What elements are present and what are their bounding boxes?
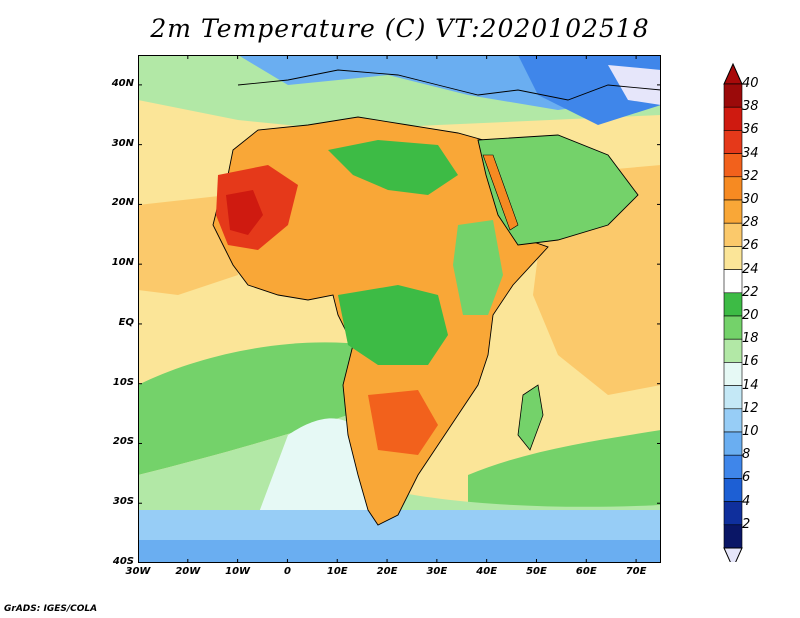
colorbar-swatch [723, 130, 743, 154]
colorbar-swatch [723, 338, 743, 363]
colorbar-swatch [723, 176, 743, 201]
colorbar-tick-label: 18 [742, 331, 759, 347]
colorbar-tick-label: 12 [742, 400, 759, 416]
sahara-very-hot [226, 190, 263, 235]
lat-tick-label: 30N [111, 137, 134, 149]
lat-tick-label: 40N [111, 77, 134, 89]
lon-tick-label: 70E [625, 566, 647, 577]
arabian-peninsula [477, 134, 639, 246]
colorbar-tick-label: 36 [742, 122, 759, 138]
colorbar-swatch [723, 478, 743, 502]
south-indian-green [468, 430, 661, 515]
credit-text: GrADS: IGES/COLA [4, 604, 98, 614]
colorbar-swatch [723, 408, 743, 433]
colorbar-swatch [723, 362, 743, 386]
lon-tick-label: 30W [125, 566, 151, 577]
lon-tick-label: 20E [376, 566, 398, 577]
colorbar-tick-label: 28 [742, 215, 759, 231]
colorbar-swatch [723, 454, 743, 479]
north-africa-green [328, 140, 458, 195]
lon-tick-label: 0 [283, 566, 291, 577]
southern-africa-hot [368, 390, 438, 455]
colorbar-swatch [723, 292, 743, 317]
lon-tick-label: 20W [175, 566, 201, 577]
colorbar-tick-label: 4 [742, 493, 751, 509]
lon-tick-label: 10E [326, 566, 348, 577]
map-title: 2m Temperature (C) VT:2020102518 [150, 14, 650, 43]
lon-tick-label: 10W [225, 566, 251, 577]
lat-tick-label: 30S [112, 496, 134, 508]
lon-tick-label: 50E [526, 566, 547, 577]
lon-tick-label: 30E [426, 566, 448, 577]
temperature-map [138, 55, 661, 563]
colorbar-tick-label: 26 [742, 238, 759, 254]
colorbar-tick-label: 40 [742, 76, 759, 91]
colorbar-tick-label: 14 [742, 377, 759, 393]
red-sea [482, 154, 519, 231]
southern-ocean-pale [258, 418, 373, 515]
colorbar-tick-label: 16 [742, 354, 759, 370]
colorbar-tick-label: 10 [742, 424, 759, 439]
colorbar-swatch [723, 501, 743, 526]
colorbar-tick-label: 24 [742, 261, 759, 277]
east-africa-green [453, 220, 503, 315]
colorbar-swatch [723, 431, 743, 456]
colorbar-tick-label: 34 [742, 145, 759, 161]
south-atlantic-green [138, 342, 368, 475]
lat-tick-label: 40S [112, 556, 134, 567]
colorbar-swatch [723, 385, 743, 410]
colorbar-swatch [723, 153, 743, 178]
colorbar-swatch [723, 83, 743, 108]
atlantic-warm-band [138, 195, 238, 295]
colorbar-tick-label: 38 [742, 99, 759, 115]
colorbar-tick-label: 2 [742, 516, 751, 532]
colorbar-swatch [723, 246, 743, 270]
madagascar [517, 384, 544, 451]
lat-tick-label: 20N [111, 197, 134, 209]
lon-tick-label: 40E [476, 566, 498, 577]
southern-ocean-deep [138, 540, 661, 563]
colorbar-over-arrow [723, 62, 743, 85]
colorbar-swatch [723, 106, 743, 131]
colorbar-tick-label: 8 [742, 447, 751, 463]
colorbar-tick-label: 6 [742, 470, 751, 486]
colorbar-swatch [723, 222, 743, 247]
lon-tick-label: 60E [575, 566, 597, 577]
lat-tick-label: 10S [112, 376, 134, 388]
colorbar-swatch [723, 315, 743, 340]
colorbar-swatch [723, 524, 743, 549]
congo-green [338, 285, 448, 365]
map-border [138, 55, 661, 563]
colorbar [723, 62, 743, 562]
colorbar-tick-label: 20 [742, 308, 759, 323]
colorbar-tick-label: 30 [742, 192, 759, 207]
lat-tick-label: EQ [118, 316, 134, 328]
tibet-cold [608, 65, 661, 105]
colorbar-under-arrow [723, 547, 743, 562]
lat-tick-label: 10N [111, 257, 134, 269]
colorbar-swatch [723, 199, 743, 224]
lat-tick-label: 20S [112, 436, 134, 448]
colorbar-tick-label: 32 [742, 168, 759, 184]
colorbar-tick-label: 22 [742, 284, 759, 300]
colorbar-swatch [723, 269, 743, 294]
europe-coast [237, 69, 661, 101]
